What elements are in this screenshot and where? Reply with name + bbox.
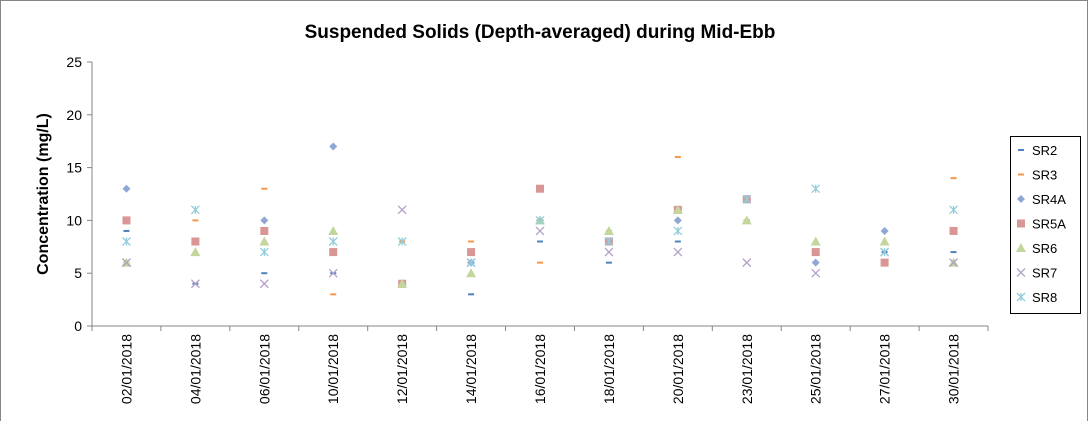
data-point [879,236,890,246]
data-point [466,268,477,278]
data-point [810,236,821,246]
data-point [742,194,752,204]
data-point [190,247,201,257]
legend-marker [1017,195,1025,203]
data-point [604,237,614,246]
x-tick-label: 10/01/2018 [325,334,341,404]
data-point [673,226,683,236]
data-point [190,279,200,289]
data-point [467,248,476,257]
x-tick-label: 18/01/2018 [601,334,617,404]
y-tick-label: 10 [66,212,82,228]
data-point [260,226,269,235]
data-point [122,216,131,225]
data-point [811,268,821,278]
data-point [466,258,476,268]
data-point [672,204,683,214]
data-point [329,142,338,151]
data-point [880,247,890,257]
y-tick-label: 25 [66,54,82,70]
data-point [811,248,820,257]
data-point [191,237,200,246]
data-point [741,215,752,225]
data-point [122,258,131,268]
data-point [535,215,545,225]
data-point [260,216,269,225]
legend-marker [1016,292,1026,302]
x-tick-label: 12/01/2018 [394,334,410,404]
legend-label: SR5A [1032,217,1066,232]
data-point [259,279,269,289]
data-point [811,184,821,194]
legend-label: SR7 [1032,266,1057,281]
data-point [536,184,544,193]
legend-marker [1016,243,1026,252]
legend-marker [1017,219,1025,228]
data-point [673,216,682,225]
y-tick-label: 5 [74,265,82,281]
legend-label: SR6 [1032,241,1057,256]
x-tick-label: 23/01/2018 [739,334,755,404]
x-tick-label: 16/01/2018 [532,334,548,404]
x-tick-label: 06/01/2018 [256,334,272,404]
data-point [328,237,338,246]
data-point [742,258,752,268]
data-point [397,237,407,246]
y-tick-label: 20 [66,107,82,123]
data-point [259,236,270,246]
x-tick-label: 14/01/2018 [463,334,479,404]
data-point [329,248,338,257]
data-point [949,226,958,235]
data-point [603,225,614,235]
x-tick-label: 30/01/2018 [946,334,962,404]
x-tick-label: 27/01/2018 [877,334,893,404]
y-tick-label: 15 [66,160,82,176]
data-point [397,278,408,288]
x-tick-label: 02/01/2018 [118,334,134,404]
legend-marker [1016,268,1026,277]
data-point [673,247,683,257]
legend-label: SR4A [1032,192,1066,207]
legend-label: SR8 [1032,290,1057,305]
y-tick-label: 0 [74,318,82,334]
data-point [259,247,269,257]
x-tick-label: 20/01/2018 [670,334,686,404]
data-point [604,247,614,257]
data-point [397,205,407,215]
data-point [811,258,820,267]
data-point [328,268,338,278]
legend-label: SR3 [1032,168,1057,183]
data-point [328,225,339,235]
x-tick-label: 25/01/2018 [808,334,824,404]
chart-title: Suspended Solids (Depth-averaged) during… [305,22,776,43]
legend-label: SR2 [1032,143,1057,158]
data-point [949,258,958,268]
data-point [122,184,131,193]
data-point [190,205,200,215]
data-point [880,258,889,267]
data-point [949,205,958,215]
data-point [122,237,131,246]
y-axis-label: Concentration (mg/L) [35,113,52,275]
data-point [880,226,889,235]
x-tick-label: 04/01/2018 [187,334,203,404]
data-point [535,226,545,236]
